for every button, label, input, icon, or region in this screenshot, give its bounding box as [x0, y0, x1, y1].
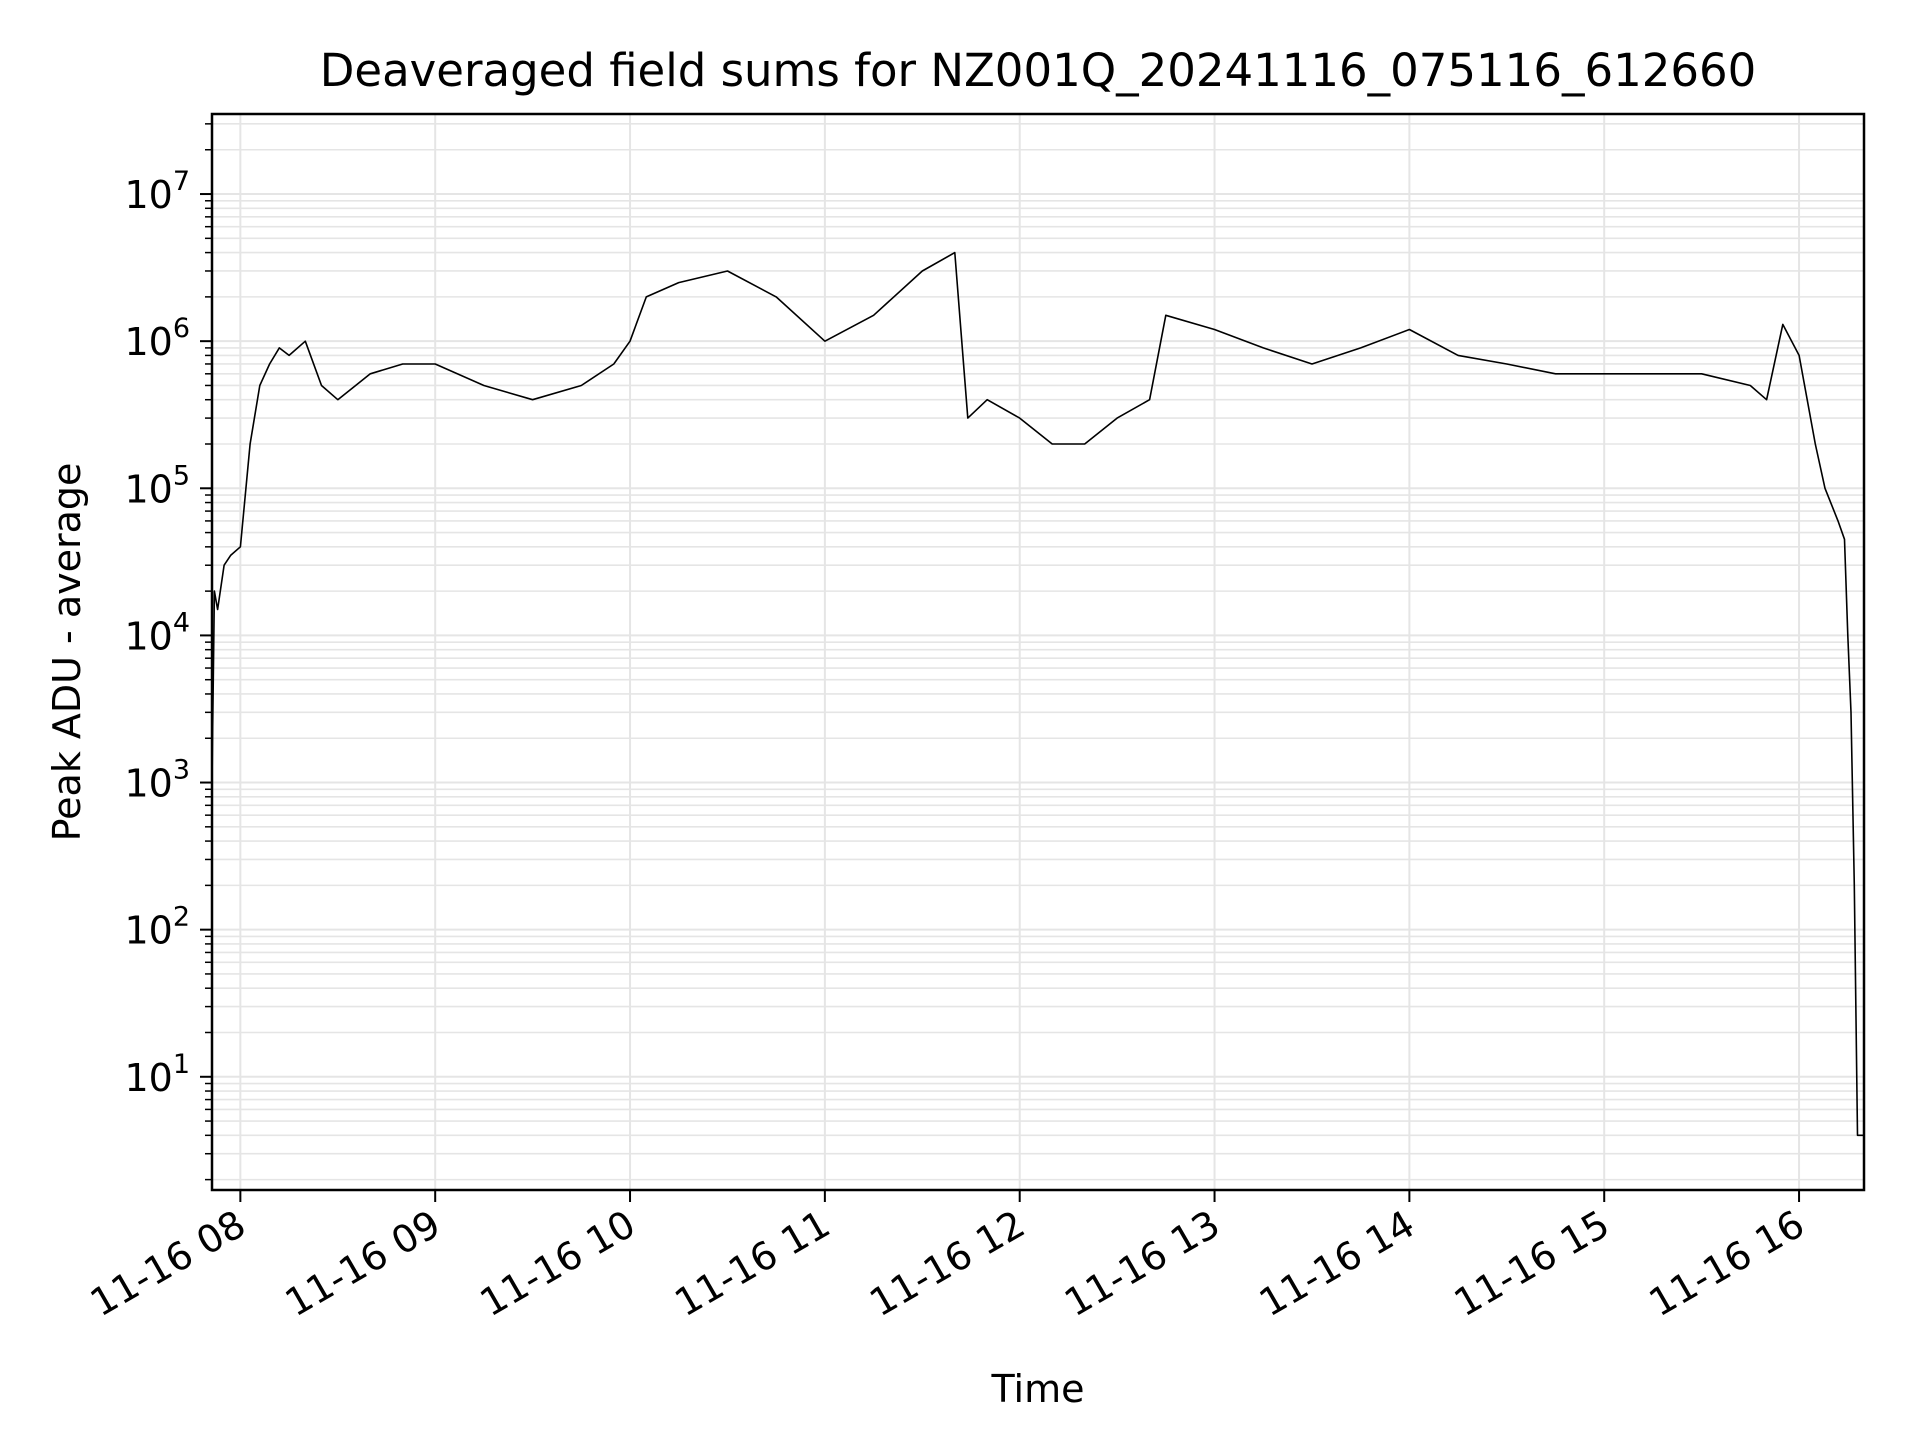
x-tick-label: 11-16 12	[862, 1202, 1032, 1326]
y-tick-label: 105	[124, 460, 190, 511]
x-tick-label: 11-16 09	[278, 1202, 448, 1326]
y-axis-label: Peak ADU - average	[45, 463, 89, 842]
y-tick-exponent: 4	[173, 607, 190, 638]
x-tick-label: 11-16 11	[667, 1202, 837, 1326]
y-tick-label: 101	[124, 1049, 190, 1100]
y-tick-label: 104	[124, 607, 190, 658]
chart-title: Deaveraged field sums for NZ001Q_2024111…	[320, 44, 1756, 97]
y-tick-exponent: 6	[173, 313, 190, 344]
y-tick-label: 107	[124, 166, 190, 217]
y-tick-base: 10	[124, 762, 172, 806]
plot-frame	[210, 112, 1866, 1192]
y-tick-exponent: 1	[173, 1049, 190, 1080]
data-series	[211, 251, 1864, 1137]
x-tick-label: 11-16 08	[83, 1202, 253, 1326]
y-tick-exponent: 2	[173, 902, 190, 933]
ticks: 11-16 08 11-16 09 11-16 10 11-16 11 11-16 12…	[83, 123, 1812, 1326]
y-tick-exponent: 5	[173, 460, 190, 491]
x-tick-label: 11-16 13	[1057, 1202, 1227, 1326]
series-line-0	[211, 251, 1864, 1137]
x-axis-label: Time	[991, 1367, 1085, 1411]
y-tick-exponent: 7	[173, 166, 190, 197]
grid	[212, 114, 1864, 1190]
x-tick-label: 11-16 16	[1642, 1202, 1812, 1326]
x-tick-label: 11-16 15	[1447, 1202, 1617, 1326]
y-tick-base: 10	[124, 467, 172, 511]
y-tick-exponent: 3	[173, 755, 190, 786]
y-tick-base: 10	[124, 614, 172, 658]
y-tick-label: 106	[124, 313, 190, 364]
y-tick-base: 10	[124, 320, 172, 364]
y-tick-label: 103	[124, 755, 190, 806]
y-tick-base: 10	[124, 1056, 172, 1100]
x-tick-label: 11-16 14	[1252, 1202, 1422, 1326]
y-tick-base: 10	[124, 909, 172, 953]
y-tick-base: 10	[124, 173, 172, 217]
y-tick-label: 102	[124, 902, 190, 953]
x-tick-label: 11-16 10	[473, 1202, 643, 1326]
